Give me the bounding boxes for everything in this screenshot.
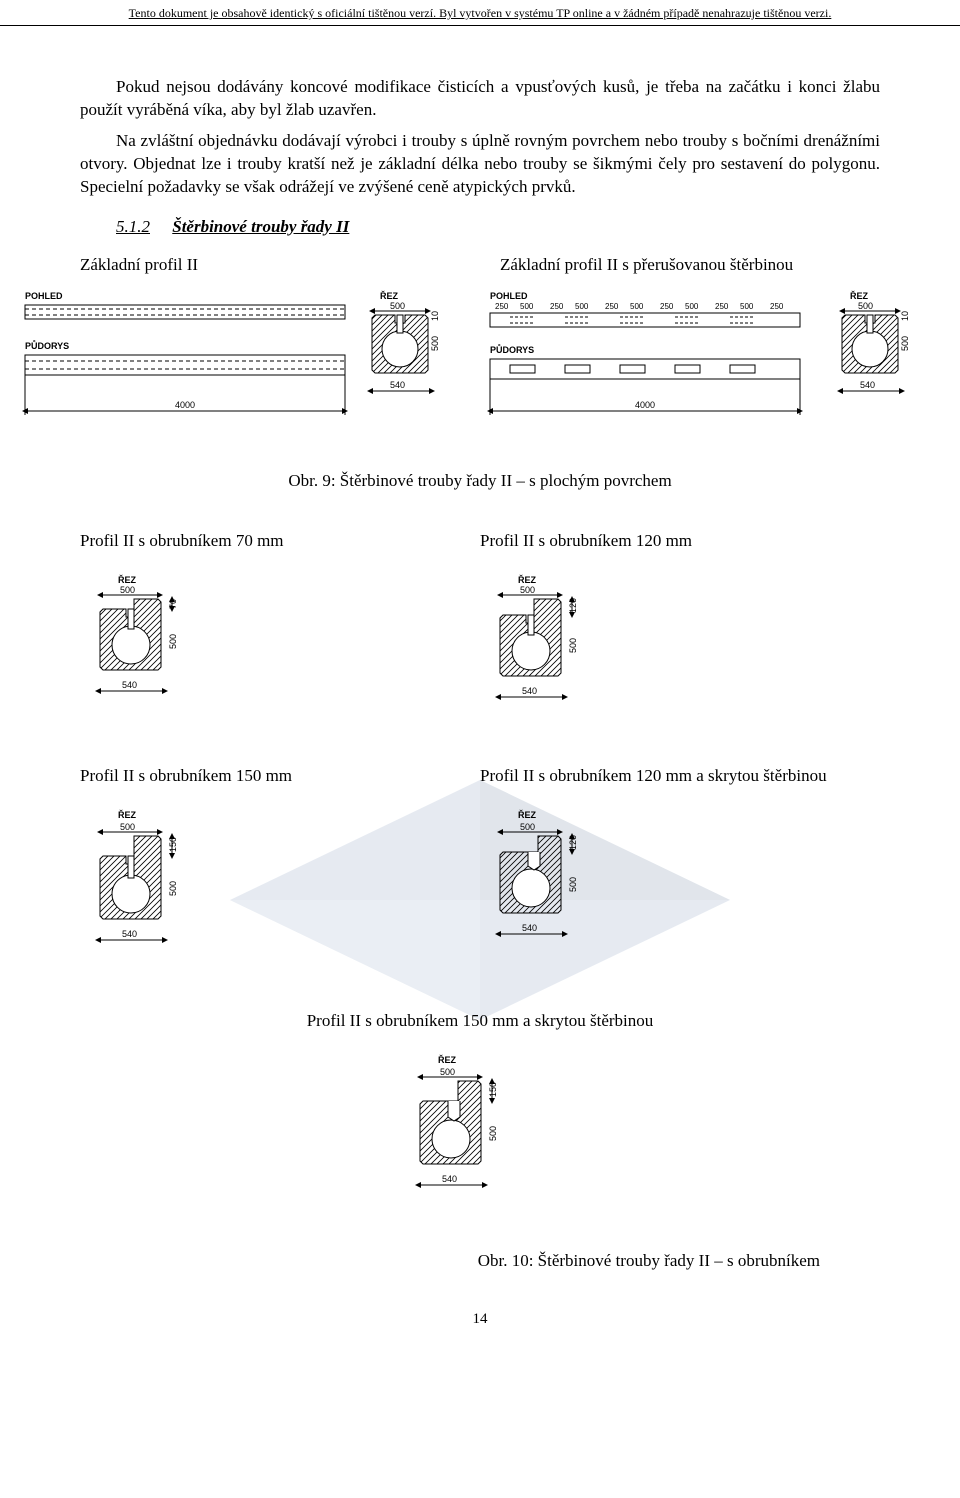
dim-seg-5: 250 (605, 302, 619, 311)
dim-540-150: 540 (122, 929, 137, 939)
dim-seg-4: 500 (575, 302, 589, 311)
profile-120-hidden-title: Profil II s obrubníkem 120 mm a skrytou … (480, 766, 880, 786)
profile-120-hidden-svg: ŘEZ 500 120 500 540 (480, 806, 640, 976)
cross-section-row-3: Profil II s obrubníkem 150 mm a skrytou … (80, 1011, 880, 1221)
dim-10-right: 10 (900, 311, 910, 321)
main-content: Pokud nejsou dodávány koncové modifikace… (0, 76, 960, 1271)
label-rez-120: ŘEZ (518, 574, 537, 585)
dim-4000-right: 4000 (635, 400, 655, 410)
dim-seg-10: 500 (740, 302, 754, 311)
figure-10-caption: Obr. 10: Štěrbinové trouby řady II – s o… (80, 1251, 880, 1271)
profile-120-title: Profil II s obrubníkem 120 mm (480, 531, 880, 551)
dim-500-150h: 500 (440, 1067, 455, 1077)
dim-500h-70: 500 (168, 634, 178, 649)
dim-500-150: 500 (120, 822, 135, 832)
page-number: 14 (0, 1311, 960, 1348)
dim-500h-120: 500 (568, 638, 578, 653)
figure-9-diagrams: POHLED PŮDORYS 4000 ŘEZ 500 10 (20, 281, 940, 441)
dim-500-side-left: 500 (430, 336, 440, 351)
dim-seg-6: 500 (630, 302, 644, 311)
dim-540-120h: 540 (522, 923, 537, 933)
dim-500-side-right: 500 (900, 336, 910, 351)
basic-profile-titles: Základní profil II Základní profil II s … (80, 255, 880, 275)
dim-seg-7: 250 (660, 302, 674, 311)
dim-seg-8: 500 (685, 302, 699, 311)
cross-section-row-1: Profil II s obrubníkem 70 mm ŘEZ 500 70 … (80, 531, 880, 736)
label-pudorys-left: PŮDORYS (25, 340, 69, 351)
figure-9-caption: Obr. 9: Štěrbinové trouby řady II – s pl… (80, 471, 880, 491)
dim-120h: 120 (568, 835, 578, 850)
label-pohled-left: POHLED (25, 291, 63, 301)
dim-150h: 150 (488, 1082, 498, 1097)
dim-540-150h: 540 (442, 1174, 457, 1184)
dim-500-120h: 500 (520, 822, 535, 832)
header-notice: Tento dokument je obsahově identický s o… (0, 0, 960, 26)
dim-150: 150 (168, 837, 178, 852)
label-pohled-right: POHLED (490, 291, 528, 301)
dim-500-120: 500 (520, 585, 535, 595)
basic-profile-right-title: Základní profil II s přerušovanou štěrbi… (500, 255, 880, 275)
dim-70: 70 (168, 599, 178, 609)
dim-540-left: 540 (390, 380, 405, 390)
figure-9-svg: POHLED PŮDORYS 4000 ŘEZ 500 10 (20, 281, 940, 441)
dim-seg-3: 250 (550, 302, 564, 311)
dim-500h-150h: 500 (488, 1126, 498, 1141)
label-rez-120h: ŘEZ (518, 809, 537, 820)
dim-540-120: 540 (522, 686, 537, 696)
profile-150-svg: ŘEZ 500 150 500 540 (80, 806, 240, 976)
profile-70-title: Profil II s obrubníkem 70 mm (80, 531, 480, 551)
profile-150-title: Profil II s obrubníkem 150 mm (80, 766, 480, 786)
dim-540-70: 540 (122, 680, 137, 690)
dim-seg-1: 250 (495, 302, 509, 311)
dim-seg-2: 500 (520, 302, 534, 311)
paragraph-2: Na zvláštní objednávku dodávají výrobci … (80, 130, 880, 199)
dim-540-right: 540 (860, 380, 875, 390)
label-rez-150: ŘEZ (118, 809, 137, 820)
profile-120-svg: ŘEZ 500 120 500 540 (480, 571, 640, 731)
dim-500-top-right: 500 (858, 301, 873, 311)
section-title: Štěrbinové trouby řady II (172, 217, 349, 236)
label-rez-150h: ŘEZ (438, 1054, 457, 1065)
dim-500-top-left: 500 (390, 301, 405, 311)
label-pudorys-right: PŮDORYS (490, 344, 534, 355)
profile-150-hidden-svg: ŘEZ 500 150 500 540 (400, 1051, 560, 1221)
dim-10-left: 10 (430, 311, 440, 321)
profile-70-svg: ŘEZ 500 70 500 540 (80, 571, 240, 731)
paragraph-1: Pokud nejsou dodávány koncové modifikace… (80, 76, 880, 122)
label-rez-70: ŘEZ (118, 574, 137, 585)
section-heading: 5.1.2 Štěrbinové trouby řady II (116, 217, 880, 237)
cross-section-row-2: Profil II s obrubníkem 150 mm ŘEZ 500 15… (80, 766, 880, 981)
section-number: 5.1.2 (116, 217, 150, 236)
dim-500-70: 500 (120, 585, 135, 595)
dim-500h-150: 500 (168, 881, 178, 896)
basic-profile-left-title: Základní profil II (80, 255, 460, 275)
dim-seg-9: 250 (715, 302, 729, 311)
label-rez-left: ŘEZ (380, 290, 399, 301)
dim-4000-left: 4000 (175, 400, 195, 410)
dim-120: 120 (568, 598, 578, 613)
label-rez-right: ŘEZ (850, 290, 869, 301)
dim-500h-120h: 500 (568, 877, 578, 892)
profile-150-hidden-title: Profil II s obrubníkem 150 mm a skrytou … (80, 1011, 880, 1031)
dim-seg-11: 250 (770, 302, 784, 311)
